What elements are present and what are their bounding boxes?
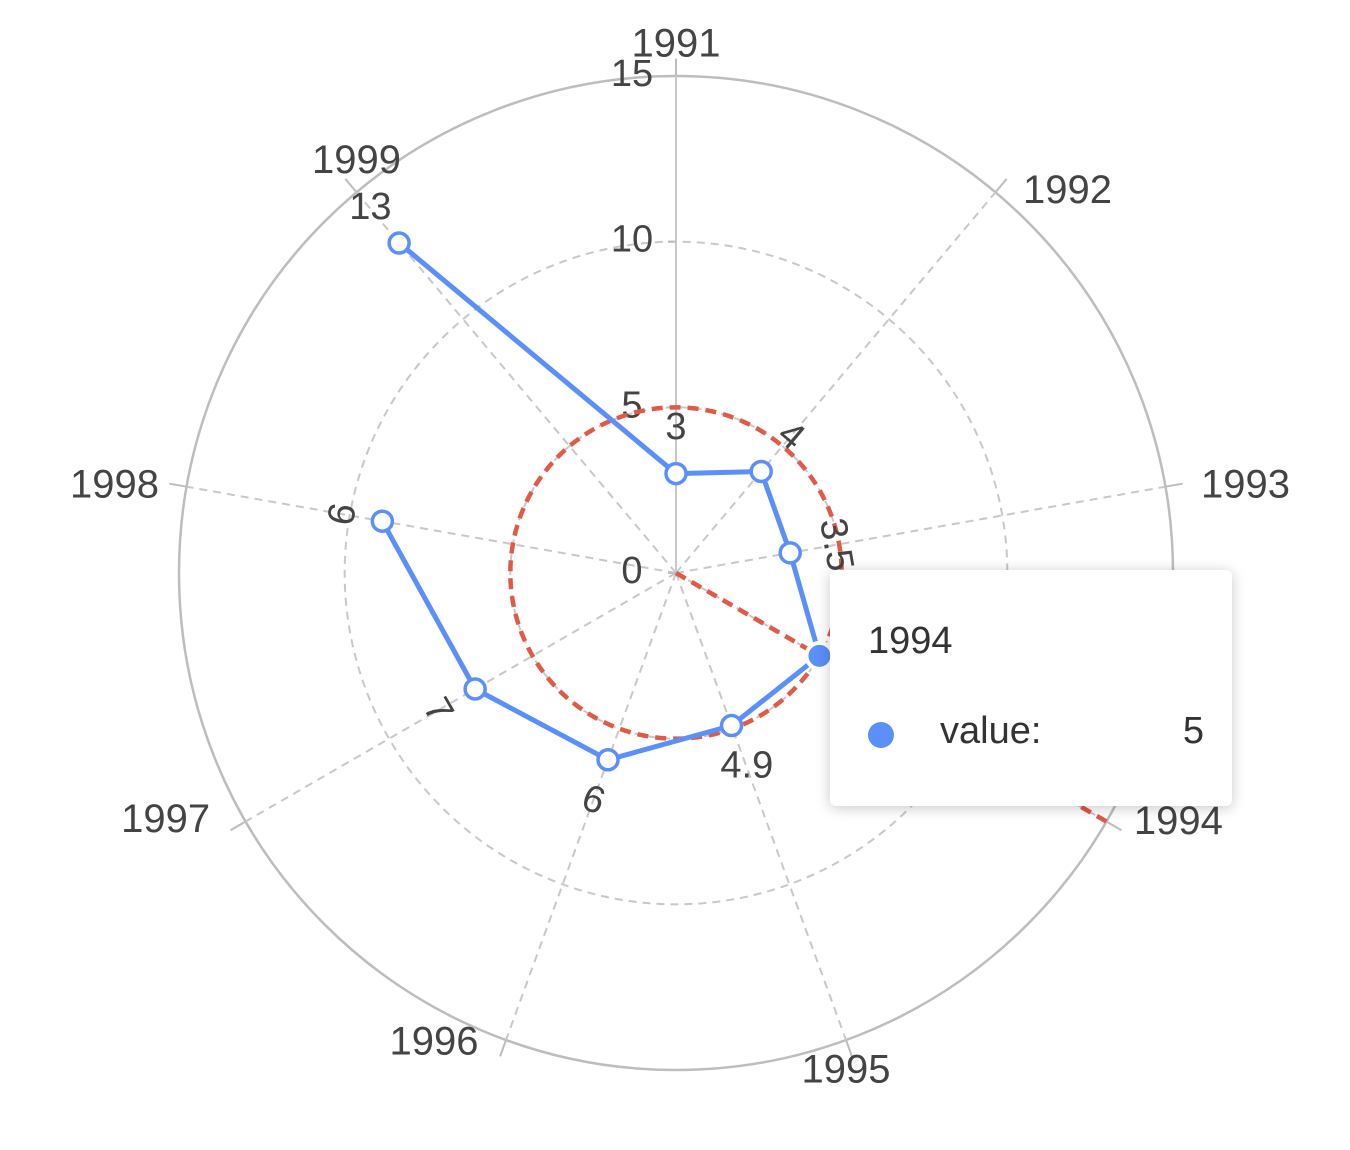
data-label: 3.5 xyxy=(811,515,862,574)
data-label: 6 xyxy=(576,777,610,824)
category-label: 1998 xyxy=(70,462,159,506)
tooltip-row: value: 5 xyxy=(868,710,1208,754)
data-point xyxy=(387,231,411,255)
tooltip-title: 1994 xyxy=(868,620,953,662)
category-label: 1995 xyxy=(801,1048,890,1092)
axis-tick xyxy=(344,178,358,193)
data-label: 3 xyxy=(665,406,686,448)
axis-tick xyxy=(1105,820,1122,832)
data-point xyxy=(749,459,773,484)
data-point xyxy=(370,509,395,533)
axis-tick xyxy=(169,482,187,488)
category-label: 1996 xyxy=(390,1020,479,1064)
series-line xyxy=(380,241,822,763)
data-point xyxy=(778,541,802,565)
data-label: 9 xyxy=(318,500,363,528)
radial-tick-label: 5 xyxy=(621,384,642,426)
data-label: 4.9 xyxy=(720,745,773,787)
axis-tick xyxy=(845,1039,853,1057)
data-point xyxy=(719,713,744,738)
data-label: 13 xyxy=(349,186,391,228)
data-label: 4 xyxy=(770,413,813,459)
radial-tick-label: 15 xyxy=(611,53,653,95)
category-label: 1992 xyxy=(1023,168,1112,212)
axis-spoke xyxy=(245,572,677,823)
category-label: 1994 xyxy=(1134,799,1223,843)
category-label: 1991 xyxy=(632,22,721,66)
tooltip-marker-icon xyxy=(868,722,894,748)
axis-tick xyxy=(1165,482,1183,488)
data-point xyxy=(463,677,487,701)
radial-tick-label: 10 xyxy=(611,219,653,261)
tooltip-value: 5 xyxy=(1182,710,1204,752)
tooltip-label: value: xyxy=(940,710,1042,752)
data-label: 7 xyxy=(415,691,462,730)
data-point xyxy=(596,748,620,772)
category-label: 1999 xyxy=(312,138,401,182)
category-label: 1997 xyxy=(121,797,210,841)
axis-spoke xyxy=(186,485,677,574)
axis-spoke xyxy=(675,485,1166,574)
radial-tick-label: 0 xyxy=(621,550,642,592)
active-point xyxy=(804,640,835,671)
axis-tick xyxy=(499,1039,507,1057)
data-point xyxy=(664,461,688,486)
axis-tick xyxy=(230,820,247,832)
tooltip: 1994 value: 5 xyxy=(830,570,1232,806)
axis-tick xyxy=(994,178,1008,193)
category-label: 1993 xyxy=(1201,462,1290,506)
